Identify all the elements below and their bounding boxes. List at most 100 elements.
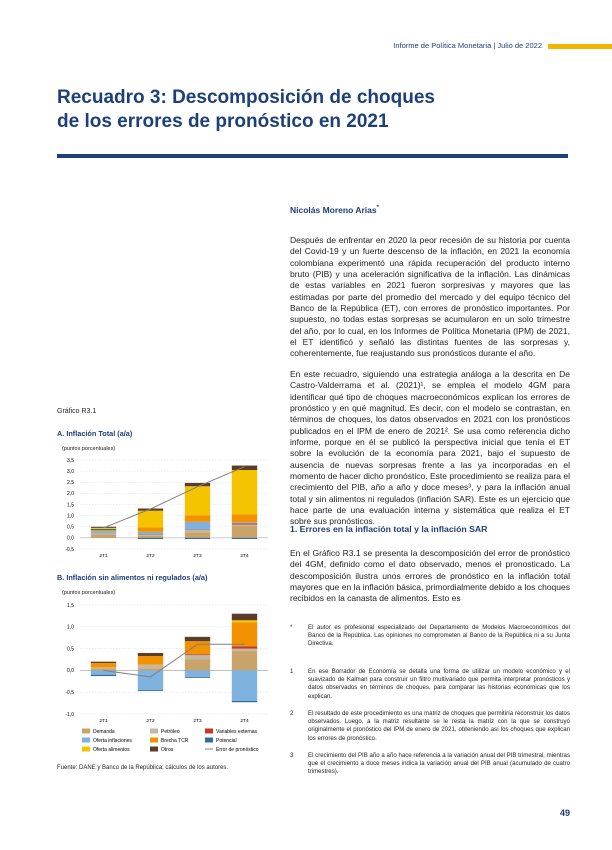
- bar-segment: [231, 470, 258, 515]
- paragraph: En este recuadro, siguiendo una estrateg…: [290, 369, 570, 527]
- bar-segment: [90, 528, 117, 531]
- bar-segment: [184, 482, 211, 487]
- legend-swatch: [150, 746, 158, 752]
- bar-segment: [137, 510, 164, 528]
- y-tick-label: 1,5: [67, 603, 74, 609]
- footnote-marker: 3: [290, 752, 294, 759]
- y-tick-label: 3,0: [67, 469, 74, 475]
- y-tick-label: 3,5: [67, 458, 74, 464]
- bar-segment: [231, 648, 258, 651]
- bar-segment: [231, 700, 258, 703]
- paragraph: Después de enfrentar en 2020 la peor rec…: [290, 235, 570, 359]
- footnote-marker: 2: [290, 710, 294, 717]
- legend-label: Oferta alimentos: [93, 747, 130, 753]
- y-tick-label: 1,5: [67, 502, 74, 508]
- footnote-marker: 1: [290, 668, 294, 675]
- bar-segment: [231, 613, 258, 621]
- footnote: 1 En ese Borrador de Economía se detalla …: [290, 668, 570, 701]
- bar-segment: [184, 532, 211, 538]
- y-tick-label: 1,0: [67, 625, 74, 631]
- bar-segment: [90, 531, 117, 534]
- bar-segment: [231, 523, 258, 525]
- bar-segment: [184, 659, 211, 671]
- y-tick-label: 0,0: [67, 668, 74, 674]
- bar-segment: [231, 522, 258, 524]
- x-tick-label: 2T2: [146, 718, 155, 724]
- legend-swatch: [82, 728, 90, 734]
- bar-segment: [137, 664, 164, 669]
- legend-label: Petróleo: [161, 729, 180, 735]
- legend-swatch: [205, 728, 213, 734]
- bar-segment: [184, 636, 211, 642]
- legend-label: Brecha TCR: [161, 738, 189, 744]
- chart-title: B. Inflación sin alimentos ni regulados …: [57, 573, 208, 582]
- y-tick-label: 0,5: [67, 525, 74, 531]
- x-tick-label: 2T3: [193, 553, 202, 559]
- y-tick-label: 2,5: [67, 480, 74, 486]
- y-tick-label: 0,5: [67, 646, 74, 652]
- bar-segment: [184, 641, 211, 655]
- footnote: 2 El resultado de este procedimiento es u…: [290, 710, 570, 743]
- bar-segment: [90, 667, 117, 669]
- bar-segment: [231, 537, 258, 539]
- chart-title: A. Inflación Total (a/a): [57, 429, 133, 438]
- bar-segment: [184, 654, 211, 656]
- y-tick-label: 1,0: [67, 513, 74, 519]
- legend-swatch: [150, 728, 158, 734]
- x-tick-label: 2T3: [193, 718, 202, 724]
- bar-segment: [90, 670, 117, 675]
- bar-segment: [231, 670, 258, 701]
- figure-label: Gráfico R3.1: [57, 408, 97, 415]
- legend-swatch: [82, 737, 90, 743]
- y-axis-label: (puntos porcentuales): [62, 590, 116, 596]
- bar-segment: [90, 674, 117, 677]
- bar-segment: [137, 670, 164, 691]
- bar-segment: [137, 531, 164, 535]
- bar-segment: [137, 508, 164, 511]
- running-title: Informe de Política Monetaria | Julio de…: [393, 41, 542, 50]
- y-axis-label: (puntos porcentuales): [62, 446, 116, 452]
- legend-label: Oferta inflaciones: [93, 738, 132, 744]
- bar-segment: [184, 515, 211, 522]
- paragraph: En el Gráfico R3.1 se presenta la descom…: [290, 548, 570, 604]
- x-tick-label: 2T1: [99, 718, 108, 724]
- section-heading: 1. Errores en la inflación total y la in…: [290, 524, 488, 534]
- legend-label: Demanda: [93, 729, 115, 735]
- x-tick-label: 2T4: [240, 553, 249, 559]
- y-tick-label: 2,0: [67, 491, 74, 497]
- bar-segment: [90, 534, 117, 538]
- bar-segment: [184, 521, 211, 530]
- bar-segment: [184, 537, 211, 539]
- line: [103, 466, 245, 529]
- legend-label: Error de pronóstico: [216, 747, 259, 753]
- title: Recuadro 3: Descomposición de choques de…: [57, 87, 435, 132]
- legend-label: Potencial: [216, 738, 237, 744]
- bar-segment: [184, 670, 211, 677]
- bar-segment: [231, 650, 258, 671]
- bar-segment: [137, 537, 164, 539]
- bar-segment: [231, 620, 258, 623]
- bar-segment: [90, 526, 117, 528]
- x-tick-label: 2T1: [99, 553, 108, 559]
- legend-swatch: [150, 737, 158, 743]
- bar-segment: [231, 525, 258, 538]
- legend-label: Variables externas: [216, 729, 258, 735]
- footnote-text: El crecimiento del PIB año a año hace re…: [308, 752, 570, 776]
- y-tick-label: 0,0: [67, 536, 74, 542]
- bar-segment: [137, 690, 164, 691]
- title-rule: [57, 154, 568, 158]
- line: [103, 643, 245, 678]
- author: Nicolás Moreno Arias*: [290, 205, 379, 215]
- bar-segment: [90, 527, 117, 529]
- page-number: 49: [559, 808, 570, 818]
- bar-segment: [137, 534, 164, 536]
- bar-segment: [231, 646, 258, 649]
- bar-segment: [184, 655, 211, 660]
- bar-segment: [231, 465, 258, 471]
- footnote-text: El resultado de este procedimiento es un…: [308, 710, 570, 742]
- header-bar: [548, 44, 612, 49]
- footnote: * El autor es profesional especializado d…: [290, 624, 570, 649]
